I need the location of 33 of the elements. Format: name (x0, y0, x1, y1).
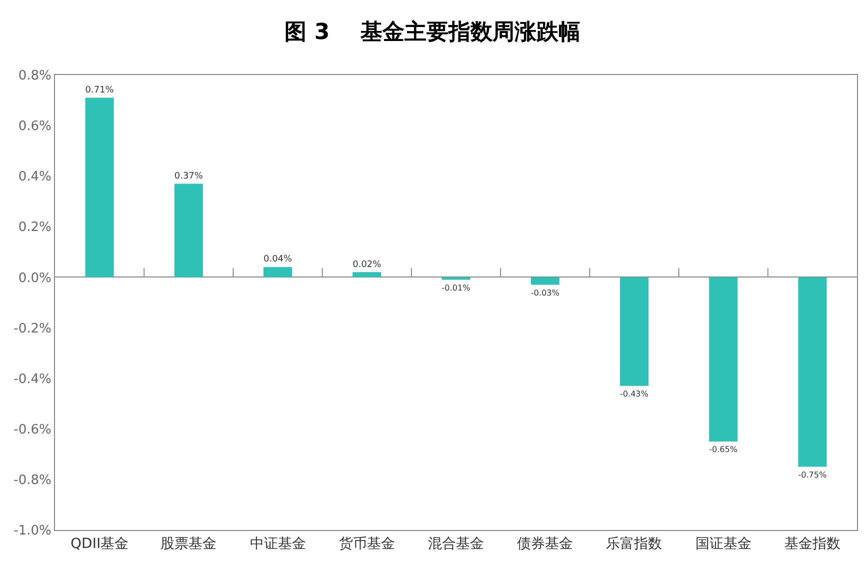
bar (442, 277, 470, 280)
data-label: 0.02% (352, 260, 382, 270)
y-tick-label: -0.4% (14, 372, 52, 387)
bar (264, 267, 292, 278)
x-tick-label: 基金指数 (784, 536, 840, 552)
bar (85, 98, 114, 278)
x-tick-label: QDII基金 (70, 536, 129, 552)
x-tick-label: 货币基金 (338, 536, 395, 552)
x-tick-label: 债券基金 (517, 536, 574, 552)
y-tick-label: -0.8% (14, 472, 52, 488)
bar (352, 272, 382, 278)
x-tick-label: 股票基金 (160, 536, 217, 552)
bar (174, 184, 203, 278)
x-tick-label: 乐富指数 (606, 536, 662, 552)
x-tick-label: 国证基金 (695, 536, 752, 552)
bar (798, 277, 827, 467)
y-tick-label: -1.0% (14, 524, 52, 539)
bar (530, 277, 560, 285)
x-tick-label: 中证基金 (250, 536, 306, 552)
y-tick-label: 0.8% (18, 68, 52, 84)
y-tick-label: 0.4% (18, 170, 52, 185)
x-tick-label: 混合基金 (428, 536, 484, 552)
chart-title: 图 3 基金主要指数周涨跌幅 (284, 18, 580, 45)
bar (620, 277, 648, 386)
data-label: 0.04% (264, 254, 292, 265)
bar (709, 277, 738, 442)
y-tick-label: -0.6% (14, 422, 52, 438)
y-tick-label: 0.2% (18, 220, 52, 236)
data-label: 0.37% (174, 171, 204, 182)
y-tick-label: -0.2% (14, 321, 52, 336)
y-tick-label: 0.6% (18, 119, 52, 134)
y-tick-label: 0.0% (18, 270, 52, 286)
data-label: 0.71% (85, 85, 114, 96)
